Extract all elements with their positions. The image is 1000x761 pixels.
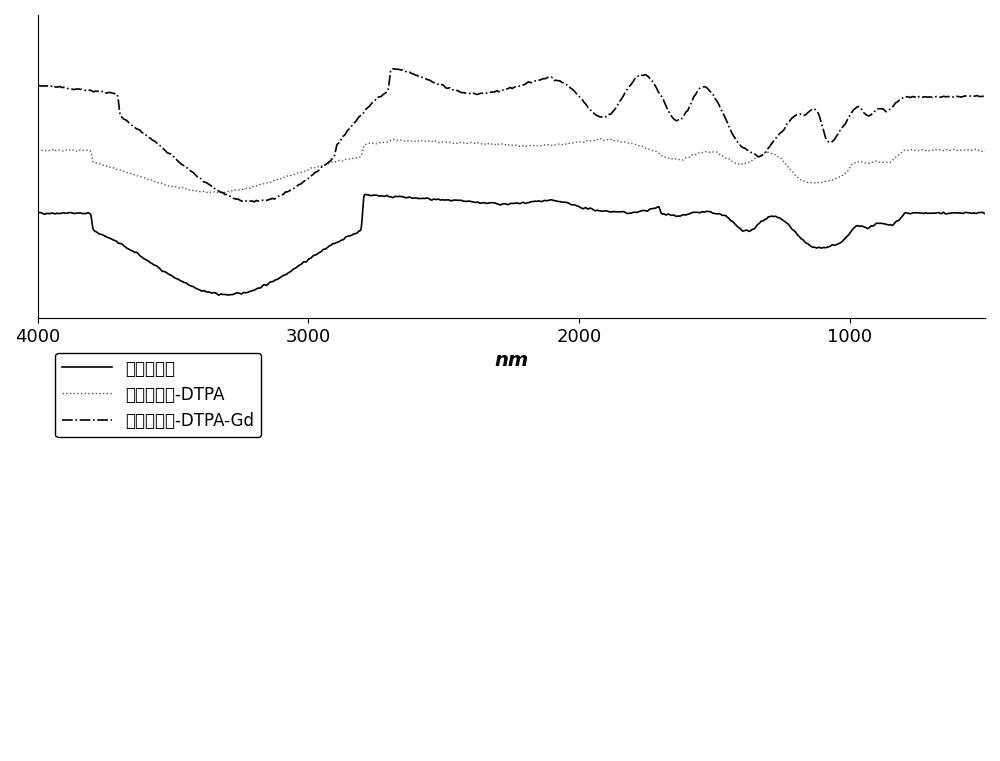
- 普鲁兰多糖: [979, 209, 991, 218]
- X-axis label: nm: nm: [494, 352, 528, 371]
- 普鲁兰多糖-DTPA: [202, 188, 214, 197]
- 普鲁兰多糖-DTPA: [952, 146, 964, 155]
- 普鲁兰多糖: [360, 190, 372, 199]
- 普鲁兰多糖-DTPA-Gd: [979, 93, 991, 102]
- Line: 普鲁兰多糖: 普鲁兰多糖: [38, 195, 985, 295]
- 普鲁兰多糖-DTPA: [32, 146, 44, 155]
- 普鲁兰多糖-DTPA-Gd: [248, 197, 260, 206]
- 普鲁兰多糖-DTPA: [595, 134, 607, 143]
- 普鲁兰多糖-DTPA: [952, 146, 964, 155]
- 普鲁兰多糖: [952, 209, 964, 218]
- 普鲁兰多糖-DTPA-Gd: [493, 88, 505, 97]
- 普鲁兰多糖: [468, 198, 480, 207]
- 普鲁兰多糖-DTPA: [80, 146, 92, 155]
- Line: 普鲁兰多糖-DTPA: 普鲁兰多糖-DTPA: [38, 139, 985, 193]
- 普鲁兰多糖-DTPA: [979, 145, 991, 154]
- 普鲁兰多糖-DTPA: [493, 139, 505, 148]
- 普鲁兰多糖-DTPA-Gd: [468, 89, 480, 98]
- 普鲁兰多糖-DTPA-Gd: [952, 92, 964, 101]
- Legend: 普鲁兰多糖, 普鲁兰多糖-DTPA, 普鲁兰多糖-DTPA-Gd: 普鲁兰多糖, 普鲁兰多糖-DTPA, 普鲁兰多糖-DTPA-Gd: [55, 353, 261, 437]
- 普鲁兰多糖: [32, 208, 44, 217]
- 普鲁兰多糖: [80, 209, 92, 218]
- 普鲁兰多糖: [779, 217, 791, 226]
- 普鲁兰多糖-DTPA-Gd: [387, 64, 399, 73]
- Line: 普鲁兰多糖-DTPA-Gd: 普鲁兰多糖-DTPA-Gd: [38, 68, 985, 202]
- 普鲁兰多糖-DTPA-Gd: [80, 85, 92, 94]
- 普鲁兰多糖-DTPA-Gd: [32, 81, 44, 90]
- 普鲁兰多糖-DTPA-Gd: [779, 124, 791, 133]
- 普鲁兰多糖-DTPA-Gd: [952, 92, 964, 101]
- 普鲁兰多糖: [952, 209, 964, 218]
- 普鲁兰多糖-DTPA: [468, 139, 480, 148]
- 普鲁兰多糖: [493, 200, 505, 209]
- 普鲁兰多糖: [213, 291, 225, 300]
- 普鲁兰多糖-DTPA: [779, 158, 791, 167]
